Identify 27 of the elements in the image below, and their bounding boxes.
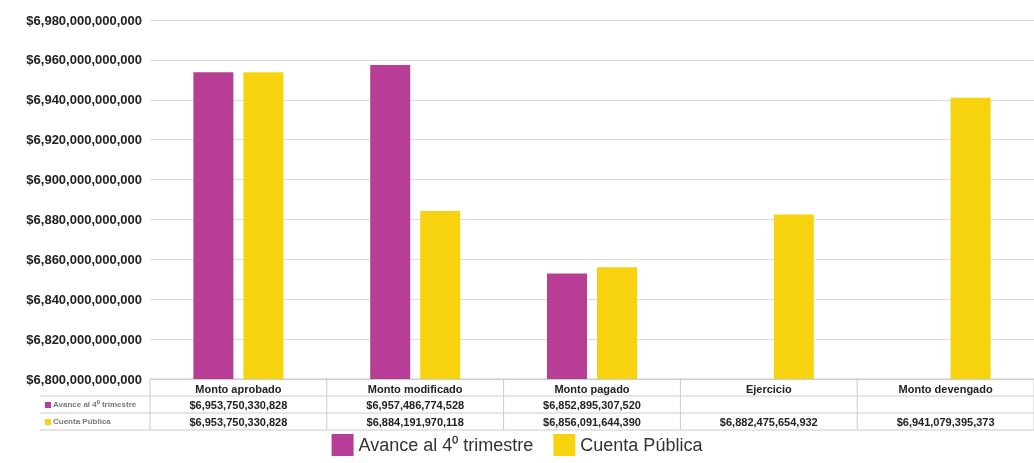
- data-label: $6,941,079,395,373: [896, 415, 995, 428]
- data-label: $6,957,486,774,528: [366, 398, 465, 411]
- legend-label: Cuenta Pública: [580, 435, 704, 455]
- y-tick-label: $6,920,000,000,000: [26, 132, 142, 148]
- data-label: $6,884,191,970,118: [366, 415, 464, 428]
- x-tick-label: Monto aprobado: [195, 382, 282, 395]
- text: Cuenta Pública: [53, 417, 111, 426]
- y-tick-label: $6,980,000,000,000: [26, 12, 142, 28]
- data-label: $6,953,750,330,828: [189, 415, 288, 428]
- data-label: $6,852,895,307,520: [543, 398, 641, 411]
- x-tick-label: Monto modificado: [367, 382, 463, 395]
- y-tick-label: $6,840,000,000,000: [26, 291, 142, 307]
- y-tick-label: $6,860,000,000,000: [26, 251, 142, 267]
- x-tick-label: Monto pagado: [554, 382, 630, 395]
- y-tick-label: $6,960,000,000,000: [26, 52, 142, 68]
- y-tick-label: $6,900,000,000,000: [26, 172, 142, 188]
- text: Avance al 4⁰ trimestre: [53, 400, 137, 409]
- data-label: $6,856,091,644,390: [543, 415, 641, 428]
- data-label: $6,882,475,654,932: [719, 415, 818, 428]
- legend-label: Avance al 4⁰ trimestre: [358, 435, 534, 455]
- y-tick-label: $6,880,000,000,000: [26, 211, 142, 227]
- y-tick-label: $6,800,000,000,000: [26, 371, 142, 387]
- x-tick-label: Ejercicio: [745, 382, 793, 395]
- y-tick-label: $6,940,000,000,000: [26, 92, 142, 108]
- y-tick-label: $6,820,000,000,000: [26, 331, 142, 347]
- data-label: $6,953,750,330,828: [189, 398, 288, 411]
- x-tick-label: Monto devengado: [898, 382, 993, 395]
